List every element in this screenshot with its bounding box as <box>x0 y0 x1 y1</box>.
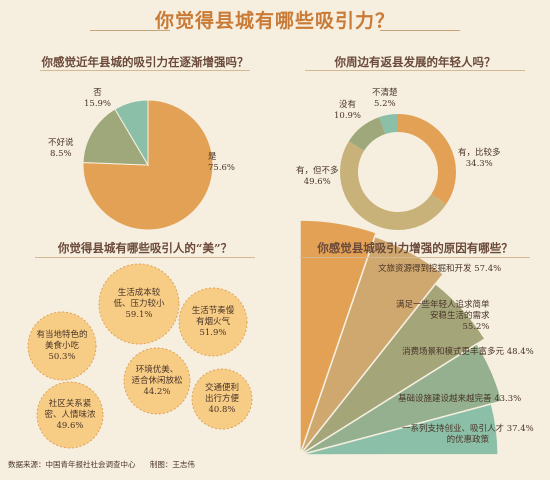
bubble-label-4-line-0: 交通便利 <box>204 382 239 393</box>
page-title: 你觉得县城有哪些吸引力？ <box>154 10 395 32</box>
donut-label-few: 有，但不多 49.6% <box>296 166 339 188</box>
pie-label-no-line-1: 15.9% <box>84 99 112 109</box>
fan-chart-title-rule <box>300 257 530 258</box>
bubble-label-5: 社区关系紧 密、人情味浓 49.6% <box>30 399 110 432</box>
bubble-label-2-line-2: 50.3% <box>48 351 76 362</box>
fan-label-3-line-0: 基础设施建设越来越完善 43.3% <box>398 394 522 404</box>
bubble-label-4-line-2: 40.8% <box>208 404 236 415</box>
bubble-label-4: 交通便利 出行方便 40.8% <box>182 383 262 416</box>
bubble-label-3-line-2: 44.2% <box>143 386 171 397</box>
donut-label-none-line-1: 10.9% <box>334 111 362 121</box>
title-rule-right <box>380 30 460 31</box>
bubble-chart-title: 你觉得县城有哪些吸引人的“美”？ <box>57 241 233 255</box>
donut-segment-3 <box>379 114 399 135</box>
bubble-label-1-line-1: 有烟火气 <box>195 316 230 327</box>
donut-label-none-line-0: 没有 <box>339 100 357 110</box>
fan-chart-title: 你感觉县城吸引力增强的原因有哪些？ <box>317 241 513 255</box>
donut-label-many-line-1: 34.3% <box>465 159 493 169</box>
donut-label-unknown: 不清楚 5.2% <box>372 88 398 110</box>
pie-label-no: 否 15.9% <box>84 88 111 110</box>
fan-label-2-line-0: 消费场景和模式更丰富多元 48.4% <box>402 347 534 357</box>
donut-segment-2 <box>348 117 386 152</box>
donut-segment-1 <box>340 141 447 230</box>
bubble-label-2: 有当地特色的 美食小吃 50.3% <box>22 330 102 363</box>
pie-label-yes: 是 75.6% <box>208 152 235 174</box>
pie-label-unsure-line-1: 8.5% <box>49 149 72 159</box>
donut-label-none: 没有 10.9% <box>334 100 361 122</box>
donut-label-many: 有，比较多 34.3% <box>458 148 501 170</box>
bubble-label-3-line-0: 环境优美、 <box>135 364 179 375</box>
pie-label-unsure: 不好说 8.5% <box>48 138 74 160</box>
pie-slice-1 <box>82 108 149 166</box>
bubble-label-0: 生活成本较 低、压力较小 59.1% <box>99 288 179 321</box>
donut-segment-0 <box>397 114 456 204</box>
bubble-chart-title-rule <box>35 257 255 258</box>
bubble-label-3: 环境优美、 适合休闲放松 44.2% <box>117 365 197 398</box>
donut-chart-title: 你周边有返县发展的年轻人吗？ <box>334 55 496 69</box>
bubble-label-0-line-0: 生活成本较 <box>117 287 161 298</box>
fan-label-4: 一系列支持创业、吸引人才 37.4% 的优惠政策 <box>402 424 534 446</box>
donut-chart-title-rule <box>305 70 525 71</box>
pie-label-no-line-0: 否 <box>93 88 102 98</box>
fan-label-1-line-0: 满足一些年轻人追求简单 <box>396 300 490 310</box>
fan-label-1-line-2: 55.2% <box>462 322 490 332</box>
chart-author: 制图：王志伟 <box>149 460 195 469</box>
bubble-label-5-line-0: 社区关系紧 <box>48 398 92 409</box>
bubble-label-0-line-2: 59.1% <box>125 309 153 320</box>
pie-label-yes-line-1: 75.6% <box>208 163 236 173</box>
bubble-label-2-line-1: 美食小吃 <box>44 340 79 351</box>
donut-label-many-line-0: 有，比较多 <box>458 148 501 158</box>
fan-label-3: 基础设施建设越来越完善 43.3% <box>398 394 521 405</box>
donut-label-few-line-0: 有，但不多 <box>296 166 339 176</box>
pie-chart-title-rule <box>40 70 250 71</box>
bubble-label-0-line-1: 低、压力较小 <box>113 298 165 309</box>
title-rule-left <box>90 30 170 31</box>
fan-label-4-line-1: 的优惠政策 <box>446 435 490 445</box>
bubble-label-1: 生活节奏慢 有烟火气 51.9% <box>173 306 253 339</box>
fan-label-0-line-0: 文旅资源得到挖掘和开发 57.4% <box>378 264 502 274</box>
donut-label-few-line-1: 49.6% <box>303 177 331 187</box>
bubble-label-5-line-2: 49.6% <box>56 420 84 431</box>
pie-label-unsure-line-0: 不好说 <box>48 138 74 148</box>
donut-label-unknown-line-0: 不清楚 <box>372 88 398 98</box>
pie-slice-0 <box>82 99 214 231</box>
bubble-label-1-line-2: 51.9% <box>199 327 227 338</box>
fan-label-1-line-1: 安稳生活的需求 <box>430 311 490 321</box>
fan-label-0: 文旅资源得到挖掘和开发 57.4% <box>378 264 501 275</box>
pie-chart-title: 你感觉近年县城的吸引力在逐渐增强吗？ <box>41 55 249 69</box>
bubble-label-3-line-1: 适合休闲放松 <box>131 375 183 386</box>
data-source: 数据来源：中国青年报社社会调查中心 <box>8 460 136 469</box>
bubble-label-5-line-1: 密、人情味浓 <box>44 409 96 420</box>
donut-label-unknown-line-1: 5.2% <box>373 99 396 109</box>
fan-label-1: 满足一些年轻人追求简单 安稳生活的需求 55.2% <box>396 300 490 333</box>
pie-label-yes-line-0: 是 <box>208 152 217 162</box>
bubble-label-1-line-0: 生活节奏慢 <box>191 305 235 316</box>
fan-label-2: 消费场景和模式更丰富多元 48.4% <box>402 347 534 358</box>
bubble-label-4-line-1: 出行方便 <box>204 393 239 404</box>
source-note: 数据来源：中国青年报社社会调查中心 制图：王志伟 <box>8 459 207 470</box>
fan-label-4-line-0: 一系列支持创业、吸引人才 37.4% <box>402 424 534 434</box>
bubble-label-2-line-0: 有当地特色的 <box>36 329 88 340</box>
pie-slice-2 <box>114 99 149 167</box>
